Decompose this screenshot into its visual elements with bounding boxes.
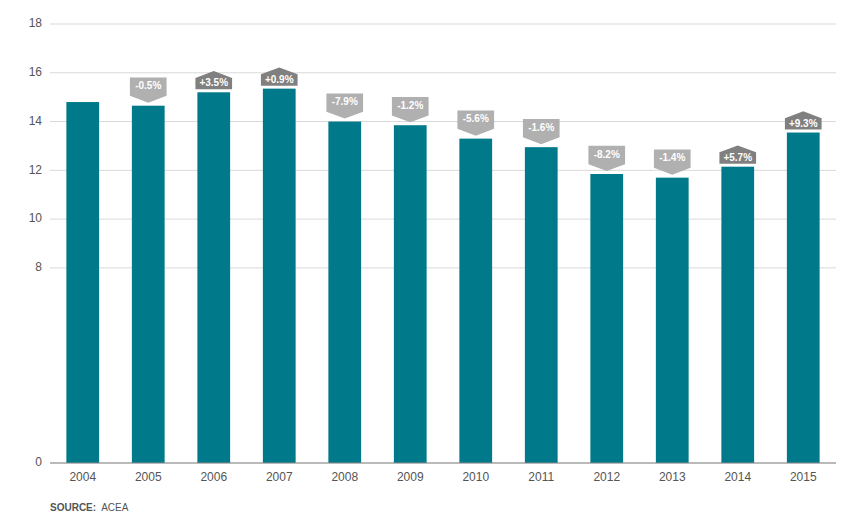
source-text: ACEA: [101, 502, 129, 513]
y-tick-label: 12: [29, 163, 43, 177]
y-tick-label: 0: [35, 455, 42, 469]
bar: [525, 147, 558, 463]
bar: [197, 92, 230, 463]
annotation-text: -5.6%: [463, 113, 489, 124]
grid: [50, 24, 836, 463]
annotation-text: -1.2%: [397, 100, 423, 111]
annotation-text: +0.9%: [265, 74, 294, 85]
x-tick-label: 2010: [462, 470, 489, 484]
grid-line: [50, 121, 836, 122]
x-tick-label: 2014: [724, 470, 751, 484]
badge: [457, 111, 494, 136]
y-tick-label: 8: [35, 260, 42, 274]
source: SOURCE: ACEA: [50, 502, 129, 513]
badge: [654, 150, 691, 175]
background: [0, 0, 856, 525]
bars: [66, 89, 819, 463]
x-tick-label: 2009: [397, 470, 424, 484]
x-tick-label: 2004: [69, 470, 96, 484]
grid-line: [50, 170, 836, 171]
annotation-text: -8.2%: [594, 149, 620, 160]
x-tick-label: 2005: [135, 470, 162, 484]
bar: [394, 125, 427, 463]
y-tick-label: 16: [29, 65, 43, 79]
grid-line: [50, 72, 836, 73]
bar: [66, 102, 99, 463]
x-tick-label: 2008: [331, 470, 358, 484]
badge: [588, 146, 625, 171]
annotation-text: +3.5%: [199, 77, 228, 88]
badge: [261, 67, 298, 85]
bar: [656, 178, 689, 463]
annotation-text: -1.6%: [528, 122, 554, 133]
chart-container: 0 8 10 12 14 16 18 2004 2005 2006 2007 2008 2009 2010…: [0, 0, 856, 525]
badge: [523, 119, 560, 144]
bar: [721, 167, 754, 463]
bar: [590, 174, 623, 463]
y-axis: 0 8 10 12 14 16 18: [29, 16, 43, 469]
badge: [719, 146, 756, 164]
grid-line: [50, 219, 836, 220]
x-tick-label: 2011: [528, 470, 554, 484]
annotation-text: -0.5%: [135, 80, 161, 91]
grid-line: [50, 24, 836, 25]
x-tick-label: 2015: [790, 470, 817, 484]
grid-line: [50, 267, 836, 268]
x-tick-label: 2012: [593, 470, 620, 484]
bar: [787, 133, 820, 463]
annotation-text: +9.3%: [789, 118, 818, 129]
axis-line: [50, 463, 836, 464]
bar: [263, 89, 296, 463]
bar: [459, 139, 492, 463]
bar: [132, 106, 165, 463]
badge: [195, 71, 232, 89]
y-tick-label: 14: [29, 114, 43, 128]
x-tick-label: 2013: [659, 470, 686, 484]
bar: [328, 122, 361, 463]
x-tick-label: 2006: [200, 470, 227, 484]
badge: [130, 78, 167, 103]
x-tick-label: 2007: [266, 470, 293, 484]
x-axis: 2004 2005 2006 2007 2008 2009 2010 2011 2012 2013…: [69, 470, 817, 484]
source-label: SOURCE:: [50, 502, 96, 513]
badge: [392, 97, 429, 122]
chart: 0 8 10 12 14 16 18 2004 2005 2006 2007 2008 2009 2010…: [0, 0, 856, 525]
annotation-text: -1.4%: [659, 152, 685, 163]
annotation-text: +5.7%: [723, 152, 752, 163]
annotations: -0.5% +3.5% +0.9% -7.9% -1.2% -5.6% -1.6% -8.2%…: [130, 67, 822, 174]
y-tick-label: 10: [29, 211, 43, 225]
grid-line: [50, 463, 836, 464]
badge: [326, 93, 363, 118]
y-tick-label: 18: [29, 16, 43, 30]
badge: [785, 111, 822, 129]
annotation-text: -7.9%: [332, 96, 358, 107]
